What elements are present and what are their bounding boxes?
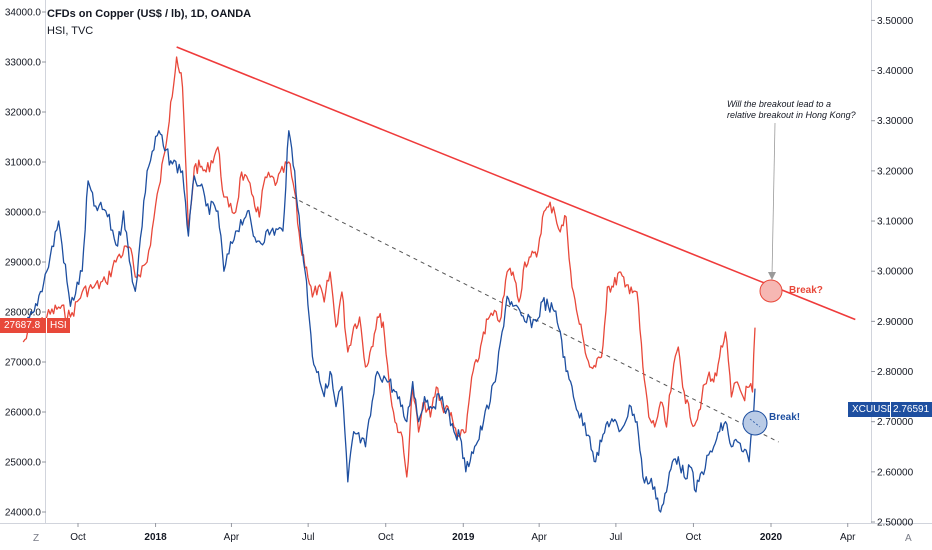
break-confirmed-marker <box>742 410 768 436</box>
zoom-reset-button[interactable]: Z <box>33 533 40 544</box>
xcu-name: XCUUSD <box>852 404 895 415</box>
right-tick-label: 3.20000 <box>877 166 914 177</box>
left-tick-label: 28000.0 <box>5 308 42 319</box>
hsi-price-value: 27687.8 <box>4 320 41 331</box>
left-axis[interactable]: 34000.0 33000.0 32000.0 31000.0 30000.0 29000… <box>5 8 46 519</box>
left-tick-label: 32000.0 <box>5 108 42 119</box>
right-tick-label: 2.70000 <box>877 417 914 428</box>
chart-subtitle[interactable]: HSI, TVC <box>47 25 94 37</box>
break-question-label: Break? <box>789 285 823 296</box>
hsi-name-badge: HSI <box>46 318 70 333</box>
right-tick-label: 3.00000 <box>877 267 914 278</box>
series-lines <box>22 56 756 513</box>
annotation-question: Will the breakout lead to a relative bre… <box>727 99 867 121</box>
series-line-xcuusd <box>22 130 756 513</box>
time-tick-label: Apr <box>224 532 240 543</box>
right-tick-label: 2.60000 <box>877 467 914 478</box>
left-tick-label: 34000.0 <box>5 8 42 19</box>
chart-title[interactable]: CFDs on Copper (US$ / lb), 1D, OANDA <box>47 8 252 20</box>
left-tick-label: 31000.0 <box>5 158 42 169</box>
xcu-price-value: 2.76591 <box>893 404 930 415</box>
right-axis[interactable]: 3.700003.600003.500003.400003.300003.200… <box>871 0 914 529</box>
hsi-price-badge: 27687.8 <box>0 318 46 333</box>
xcu-name-badge: XCUUSD <box>848 402 899 417</box>
time-tick-label: Oct <box>70 532 86 543</box>
right-tick-label: 3.50000 <box>877 16 914 27</box>
legend: CFDs on Copper (US$ / lb), 1D, OANDA HSI… <box>47 6 251 40</box>
hsi-name: HSI <box>50 320 67 331</box>
right-tick-label: 2.50000 <box>877 518 914 529</box>
left-tick-label: 26000.0 <box>5 408 42 419</box>
time-tick-label: Oct <box>686 532 702 543</box>
left-tick-label: 30000.0 <box>5 208 42 219</box>
annotation-line-2: relative breakout in Hong Kong? <box>727 110 856 120</box>
trendlines <box>176 46 856 443</box>
left-tick-label: 29000.0 <box>5 258 42 269</box>
right-tick-label: 2.90000 <box>877 317 914 328</box>
time-tick-label: Apr <box>840 532 856 543</box>
annotation-arrow-head <box>768 272 776 280</box>
break-confirmed-label: Break! <box>769 412 801 423</box>
xcu-price-badge: 2.76591 <box>890 402 932 417</box>
time-tick-label: Apr <box>531 532 547 543</box>
left-tick-label: 33000.0 <box>5 58 42 69</box>
trendline-resistance <box>176 46 856 321</box>
trendline-support <box>291 196 779 443</box>
right-tick-label: 2.80000 <box>877 367 914 378</box>
right-tick-label: 3.10000 <box>877 217 914 228</box>
annotation-arrow <box>771 122 776 277</box>
time-tick-label: Jul <box>609 532 622 543</box>
time-tick-label: 2018 <box>144 532 167 543</box>
time-tick-label: Jul <box>302 532 315 543</box>
left-tick-label: 24000.0 <box>5 508 42 519</box>
right-tick-label: 3.30000 <box>877 116 914 127</box>
break-question-marker <box>759 279 783 303</box>
time-axis[interactable]: Oct 2018 Apr Jul Oct 2019 Apr Jul Oct 2020 Apr <box>70 523 856 543</box>
series-line-hsi <box>22 56 756 478</box>
left-tick-label: 27000.0 <box>5 358 42 369</box>
annotation-line-1: Will the breakout lead to a <box>727 99 831 109</box>
right-tick-label: 3.40000 <box>877 66 914 77</box>
time-tick-label: 2019 <box>452 532 475 543</box>
left-tick-label: 25000.0 <box>5 458 42 469</box>
time-tick-label: 2020 <box>760 532 783 543</box>
auto-scale-button[interactable]: A <box>905 533 912 544</box>
time-tick-label: Oct <box>378 532 394 543</box>
